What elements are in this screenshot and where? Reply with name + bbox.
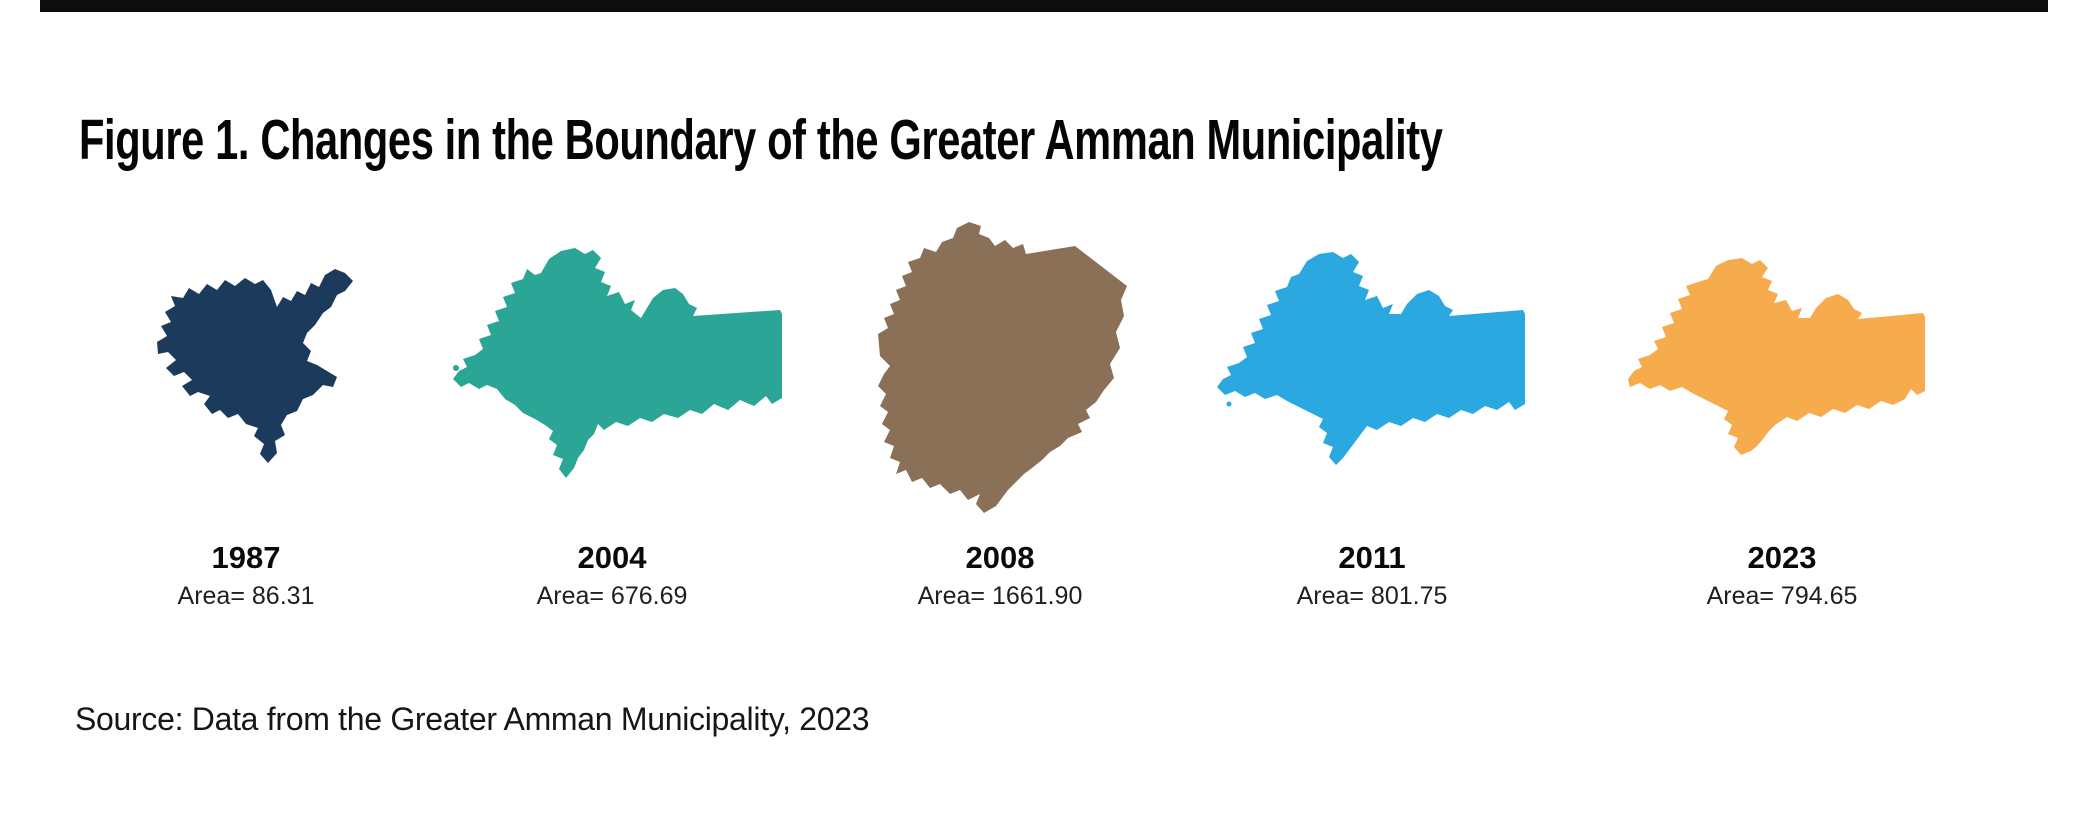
- year-label-2023: 2023: [1747, 540, 1817, 575]
- boundary-2008-path: [878, 222, 1127, 513]
- area-label-2004: Area= 676.69: [536, 582, 688, 610]
- year-label-2011: 2011: [1338, 540, 1406, 575]
- boundary-2004-islet: [462, 374, 468, 380]
- area-label-2023: Area= 794.65: [1706, 582, 1858, 610]
- map-shape-2023: [1628, 258, 1925, 455]
- map-shape-2011: [1217, 252, 1525, 465]
- boundary-2004-path: [453, 248, 782, 478]
- year-label-1987: 1987: [211, 540, 281, 575]
- top-rule: [40, 0, 2048, 12]
- page-title: Figure 1. Changes in the Boundary of the…: [79, 108, 1443, 173]
- boundary-2004-islet: [453, 365, 459, 371]
- map-shape-1987: [157, 269, 353, 463]
- boundary-2011-path: [1217, 252, 1525, 465]
- map-shape-2004: [453, 248, 782, 478]
- boundary-2023-islet: [1641, 375, 1647, 381]
- source-note: Source: Data from the Greater Amman Muni…: [75, 701, 870, 737]
- area-label-2011: Area= 801.75: [1296, 582, 1448, 610]
- area-label-1987: Area= 86.31: [177, 582, 315, 610]
- year-label-2008: 2008: [965, 540, 1035, 575]
- map-shape-2008: [878, 222, 1127, 513]
- boundary-2023-path: [1628, 258, 1925, 455]
- year-label-2004: 2004: [577, 540, 647, 575]
- boundary-1987-path: [157, 269, 353, 463]
- area-label-2008: Area= 1661.90: [917, 582, 1083, 610]
- boundary-2011-islet: [1226, 401, 1232, 407]
